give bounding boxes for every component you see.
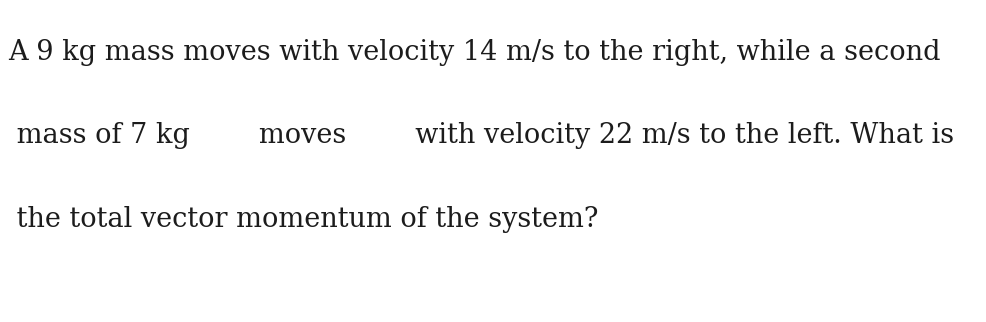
Text: the total vector momentum of the system?: the total vector momentum of the system? [8,206,598,233]
Text: A 9 kg mass moves with velocity 14 m/s to the right, while a second: A 9 kg mass moves with velocity 14 m/s t… [8,39,940,66]
Text: mass of 7 kg        moves        with velocity 22 m/s to the left. What is: mass of 7 kg moves with velocity 22 m/s … [8,122,953,149]
